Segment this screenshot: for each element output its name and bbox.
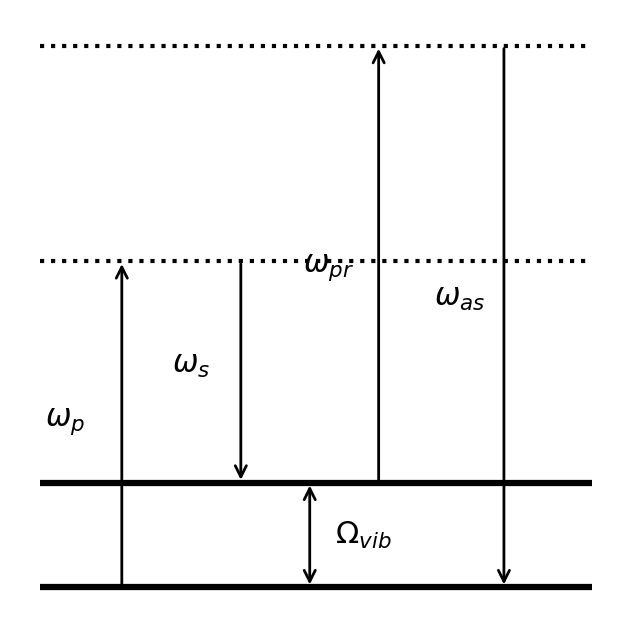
Text: $\omega_p$: $\omega_p$ [46, 406, 85, 436]
Text: $\omega_s$: $\omega_s$ [172, 351, 210, 381]
Text: $\omega_{as}$: $\omega_{as}$ [434, 283, 486, 313]
Text: $\Omega_{vib}$: $\Omega_{vib}$ [335, 519, 391, 551]
Text: $\omega_{pr}$: $\omega_{pr}$ [303, 252, 354, 283]
